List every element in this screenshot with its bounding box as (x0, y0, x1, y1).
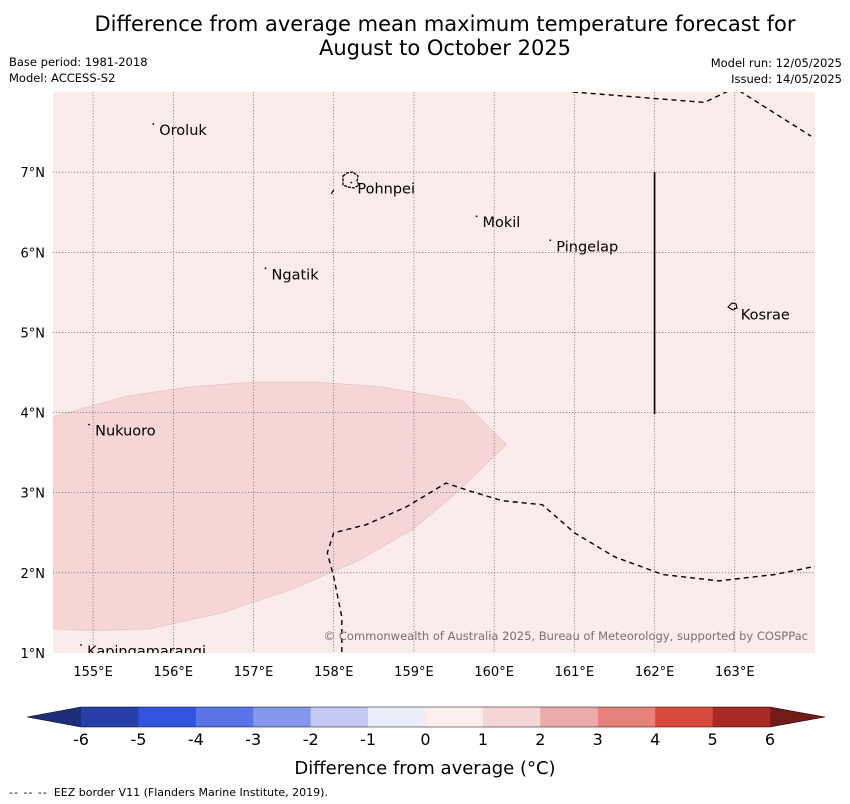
place-marker-nukuoro (88, 423, 90, 426)
metadata-left: Base period: 1981-2018 Model: ACCESS-S2 (9, 54, 148, 86)
colorbar-tick-label: 5 (707, 730, 717, 749)
model-name: Model: ACCESS-S2 (9, 71, 116, 85)
title-line-1: Difference from average mean maximum tem… (94, 12, 796, 36)
colorbar-extend-under (27, 707, 81, 727)
lon-tick-label: 160°E (474, 665, 514, 680)
eez-border-north (572, 92, 812, 137)
lon-tick-label: 156°E (154, 665, 194, 680)
lat-tick-label: 3°N (21, 487, 46, 502)
eez-border-south (326, 482, 815, 653)
lon-tick-label: 155°E (73, 665, 113, 680)
lat-tick-label: 5°N (21, 326, 46, 341)
eez-legend-text: EEZ border V11 (Flanders Marine Institut… (53, 786, 328, 799)
colorbar-segment (253, 707, 311, 727)
colorbar-segment (195, 707, 254, 727)
colorbar-segment (138, 707, 197, 727)
lon-tick-label: 161°E (555, 665, 595, 680)
colorbar-segment (425, 707, 484, 727)
colorbar-segment (540, 707, 599, 727)
lon-tick-label: 162°E (635, 665, 675, 680)
colorbar-tick-label: 6 (765, 730, 775, 749)
colorbar-segment (482, 707, 541, 727)
lat-tick-label: 7°N (21, 166, 46, 181)
colorbar-tick-label: -2 (303, 730, 319, 749)
metadata-right: Model run: 12/05/2025 Issued: 14/05/2025 (711, 55, 842, 87)
title-line-2: August to October 2025 (318, 36, 572, 60)
place-label-nukuoro: Nukuoro (95, 424, 156, 440)
place-marker-kapingamarangi (80, 644, 82, 646)
place-label-kapingamarangi: Kapingamarangi (87, 644, 206, 660)
colorbar-tick-label: 1 (478, 730, 488, 749)
place-marker-ngatik (264, 267, 267, 270)
colorbar-label: Difference from average (°C) (294, 758, 555, 779)
eez-legend-symbol: -- -- -- (9, 786, 48, 799)
colorbar-segment (81, 707, 139, 727)
pohnpei-island-outline (342, 171, 360, 189)
copyright-text: © Commonwealth of Australia 2025, Bureau… (324, 629, 808, 643)
colorbar-segment (368, 707, 426, 727)
lat-tick-label: 4°N (21, 407, 46, 422)
place-marker-mokil (475, 215, 478, 218)
colorbar-tick-label: -6 (73, 730, 89, 749)
colorbar-extend-over (770, 707, 825, 727)
eez-fragment (330, 189, 335, 195)
colorbar-tick-label: 3 (593, 730, 603, 749)
place-label-mokil: Mokil (483, 215, 521, 231)
colorbar-tick-label: 2 (535, 730, 545, 749)
place-marker-pohnpei (350, 181, 353, 184)
kosrae-island-outline (727, 302, 738, 311)
colorbar-segment (597, 707, 656, 727)
colorbar-tick-label: -1 (360, 730, 376, 749)
colorbar-tick-label: 0 (420, 730, 430, 749)
place-label-oroluk: Oroluk (159, 123, 207, 139)
lat-tick-label: 2°N (21, 567, 46, 582)
colorbar-tick-label: -3 (245, 730, 261, 749)
place-marker-oroluk (152, 123, 155, 125)
map-layers: Oroluk Pohnpei Mokil Pingelap Ngatik Kosrae Nu… (53, 92, 815, 660)
colorbar-outline (26, 706, 826, 728)
colorbar-segment (712, 707, 771, 727)
lon-tick-label: 158°E (314, 665, 354, 680)
colorbar-tick-label: 4 (650, 730, 660, 749)
place-label-pohnpei: Pohnpei (357, 182, 415, 198)
base-period: Base period: 1981-2018 (9, 55, 148, 69)
place-label-pingelap: Pingelap (556, 239, 618, 255)
lon-tick-label: 159°E (394, 665, 434, 680)
colorbar-segment (310, 707, 369, 727)
map-title: Difference from average mean maximum tem… (0, 12, 850, 60)
lat-tick-label: 6°N (21, 246, 46, 261)
anomaly-region-1-to-2 (53, 381, 507, 631)
place-label-kosrae: Kosrae (741, 307, 790, 323)
colorbar-tick-label: -4 (188, 730, 204, 749)
eez-legend: -- -- -- EEZ border V11 (Flanders Marine … (9, 786, 328, 799)
lon-tick-label: 157°E (234, 665, 274, 680)
place-marker-pingelap (549, 239, 552, 242)
lat-tick-label: 1°N (21, 647, 46, 662)
colorbar-segment (655, 707, 713, 727)
issued-date: Issued: 14/05/2025 (731, 72, 842, 86)
lon-tick-label: 163°E (715, 665, 755, 680)
place-marker-kosrae (733, 307, 736, 310)
colorbar-tick-label: -5 (130, 730, 146, 749)
place-label-ngatik: Ngatik (272, 267, 320, 283)
model-run: Model run: 12/05/2025 (710, 56, 842, 70)
